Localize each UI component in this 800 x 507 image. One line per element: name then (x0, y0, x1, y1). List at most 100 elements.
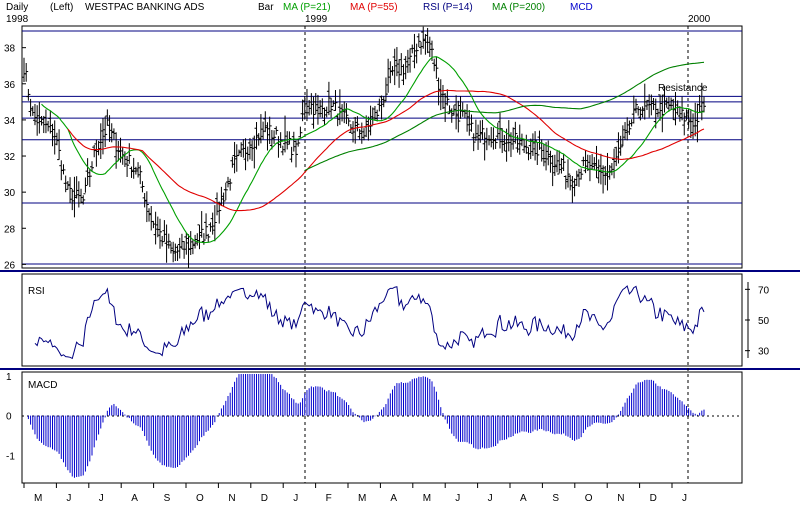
price-bar (342, 101, 347, 124)
price-bar (127, 143, 132, 164)
price-bar (195, 233, 200, 246)
price-bar (544, 142, 549, 171)
price-panel-frame (21, 25, 743, 269)
month-label: S (164, 493, 171, 504)
price-bar (533, 131, 538, 161)
price-bar (379, 95, 384, 120)
price-bar (35, 105, 40, 136)
price-bar (491, 127, 496, 150)
price-bar (98, 123, 103, 160)
price-bar (252, 135, 257, 169)
price-bar (326, 81, 331, 116)
price-bar (250, 140, 255, 161)
price-bar (559, 158, 564, 174)
price-bar (399, 53, 404, 76)
price-bar (263, 111, 268, 133)
price-bar (133, 166, 138, 175)
chart-header: Daily (Left) WESTPAC BANKING ADS Bar MA … (6, 2, 711, 25)
price-bar (223, 182, 228, 201)
price-bar (504, 128, 509, 162)
price-bar (138, 165, 143, 185)
month-label: J (99, 493, 104, 504)
price-bar (24, 63, 29, 82)
price-bar (392, 48, 397, 86)
rsi-panel-title: RSI (28, 286, 45, 297)
ma200-label: MA (P=200) (492, 2, 545, 13)
price-bar (625, 117, 630, 141)
price-bar (105, 109, 110, 126)
mcd-label: MCD (570, 2, 593, 13)
price-bar (22, 57, 26, 83)
rsi-line (34, 285, 705, 360)
price-bar (241, 139, 246, 158)
price-bar (269, 129, 274, 150)
price-bar (94, 139, 99, 167)
price-bar (686, 108, 691, 129)
month-label: M (34, 493, 42, 504)
price-bar (136, 162, 141, 178)
price-bar (445, 89, 450, 106)
price-bar (535, 142, 540, 166)
moving-average-lines (41, 56, 705, 244)
price-bar (294, 140, 298, 168)
price-bar (655, 108, 660, 118)
price-bar (548, 150, 553, 173)
price-bar (495, 122, 500, 140)
price-bar (116, 141, 121, 162)
price-bar (511, 127, 516, 150)
macd-y-tick-label: 0 (6, 412, 12, 423)
price-bar (153, 211, 158, 245)
price-bar (638, 107, 643, 121)
price-bar (76, 181, 81, 208)
price-bar (482, 132, 487, 161)
price-bar (210, 212, 215, 235)
price-y-tick-label: 26 (4, 260, 16, 271)
price-bar (166, 233, 171, 249)
price-bar (546, 140, 551, 166)
price-bar (324, 106, 329, 118)
month-label: M (358, 493, 366, 504)
price-bar (261, 121, 266, 140)
year-label-1999: 1999 (305, 14, 328, 25)
macd-y-axis: 1 0 -1 (6, 372, 15, 462)
price-bar (329, 97, 334, 118)
price-bar (658, 94, 663, 121)
price-bar (232, 141, 237, 174)
price-bar (190, 239, 195, 255)
price-bar (243, 138, 248, 171)
price-bar (309, 93, 314, 115)
price-bar (103, 116, 108, 148)
price-bar (57, 129, 62, 161)
price-bar (311, 96, 316, 129)
price-bar (357, 128, 362, 140)
ma21-label: MA (P=21) (283, 2, 331, 13)
price-bar (300, 99, 305, 122)
price-bar (541, 143, 546, 167)
price-bar (239, 142, 244, 157)
scale-label: (Left) (50, 2, 73, 13)
price-y-tick-label: 38 (4, 44, 16, 55)
price-bar (416, 33, 421, 48)
price-bar (576, 168, 581, 187)
bar-label: Bar (258, 2, 274, 13)
price-bar (26, 88, 31, 101)
price-bar (401, 64, 406, 86)
price-bar (618, 135, 623, 156)
price-bar (228, 178, 233, 191)
price-bar (83, 177, 88, 195)
price-bar (151, 220, 156, 229)
price-bar (74, 176, 79, 199)
price-bar (267, 116, 272, 144)
price-bar (662, 86, 667, 113)
price-bar (469, 114, 474, 132)
price-bar (85, 158, 90, 185)
price-bar (456, 100, 461, 133)
price-bar (612, 148, 617, 179)
price-bar (92, 144, 97, 158)
macd-panel-frame (21, 371, 743, 484)
price-bar (467, 109, 472, 136)
price-bar (647, 94, 652, 118)
price-bar (318, 100, 323, 118)
price-bar (629, 119, 634, 127)
price-bar (164, 224, 169, 263)
